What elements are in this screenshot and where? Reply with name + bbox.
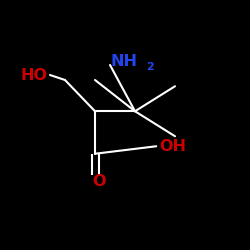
Text: NH: NH <box>110 54 137 69</box>
Text: O: O <box>92 174 106 189</box>
Text: OH: OH <box>159 139 186 154</box>
Text: 2: 2 <box>146 62 154 72</box>
Text: HO: HO <box>20 68 47 82</box>
